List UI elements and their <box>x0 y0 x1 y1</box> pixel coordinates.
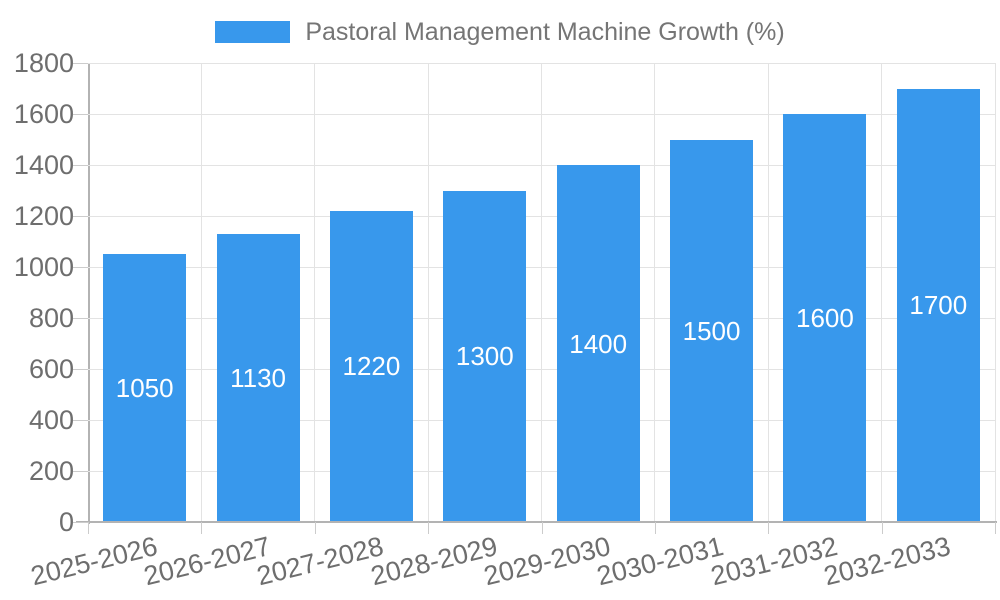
y-axis-tick-label: 200 <box>28 456 74 486</box>
x-axis-tick-mark <box>881 522 883 534</box>
v-gridline <box>654 63 656 522</box>
v-gridline <box>427 63 429 522</box>
v-gridline <box>541 63 542 522</box>
x-axis-tick-mark <box>88 522 89 534</box>
y-axis-tick-label: 600 <box>28 354 74 384</box>
plot-area: 1050 1130 1220 1300 1400 1500 1600 1700 <box>88 62 996 522</box>
v-gridline <box>200 63 202 522</box>
bar-value-label: 1130 <box>230 362 287 393</box>
bar-value-label: 1220 <box>342 351 401 382</box>
x-axis-tick-mark <box>201 522 203 534</box>
bar: 1600 <box>783 114 867 522</box>
y-axis-tick-label: 800 <box>28 303 74 333</box>
y-axis-tick-label: 0 <box>58 507 74 537</box>
bar: 1050 <box>103 254 187 522</box>
bar-value-label: 1400 <box>569 328 628 359</box>
y-axis-tick-label: 1600 <box>13 99 74 129</box>
bar-value-label: 1600 <box>796 303 854 333</box>
v-gridline <box>881 63 883 522</box>
y-axis-tick-label: 400 <box>28 405 74 435</box>
bar: 1300 <box>443 190 527 522</box>
y-axis-tick-mark <box>73 318 88 319</box>
bar: 1220 <box>329 210 413 522</box>
bar: 1500 <box>670 139 754 522</box>
x-axis-tick-mark <box>428 522 430 534</box>
y-axis-tick-label: 1200 <box>13 201 74 231</box>
x-axis-tick-mark <box>314 522 316 534</box>
v-gridline <box>314 63 316 522</box>
bar-value-label: 1700 <box>909 290 968 321</box>
bar-value-label: 1500 <box>682 315 741 346</box>
y-axis-tick-mark <box>73 165 88 166</box>
bar-value-label: 1050 <box>115 373 174 404</box>
y-axis-tick-label: 1000 <box>13 252 74 282</box>
x-axis-tick-label: 2027-2028 <box>254 531 387 592</box>
y-axis-tick-mark <box>73 63 88 64</box>
y-axis-tick-mark <box>73 420 88 421</box>
y-axis-tick-label: 1400 <box>13 150 74 180</box>
y-axis-tick-mark <box>73 369 88 370</box>
x-axis-tick-mark <box>768 522 770 534</box>
x-axis-tick-mark <box>654 522 656 534</box>
y-axis-tick-mark <box>73 114 88 115</box>
legend-swatch <box>215 21 291 43</box>
chart-legend: Pastoral Management Machine Growth (%) <box>0 16 1000 48</box>
y-axis-tick-mark <box>73 522 88 523</box>
x-axis-tick-mark <box>995 522 996 534</box>
legend-label: Pastoral Management Machine Growth (%) <box>305 17 785 46</box>
bar: 1400 <box>556 165 640 522</box>
x-axis-tick-label: 2025-2026 <box>27 531 160 592</box>
y-axis-line <box>88 63 90 524</box>
v-gridline <box>767 63 769 522</box>
y-axis-tick-label: 1800 <box>13 48 74 78</box>
bar: 1130 <box>216 233 300 522</box>
bar-value-label: 1300 <box>455 341 514 372</box>
y-axis-tick-mark <box>73 216 88 217</box>
x-axis-tick-label: 2030-2031 <box>594 531 727 592</box>
y-axis-tick-mark <box>73 267 88 268</box>
bar: 1700 <box>896 88 980 522</box>
x-axis-line <box>76 521 997 523</box>
x-axis-tick-mark <box>541 522 543 534</box>
x-axis-tick-label: 2032-2033 <box>821 531 954 592</box>
y-axis-tick-mark <box>73 471 88 472</box>
v-gridline <box>994 63 996 522</box>
